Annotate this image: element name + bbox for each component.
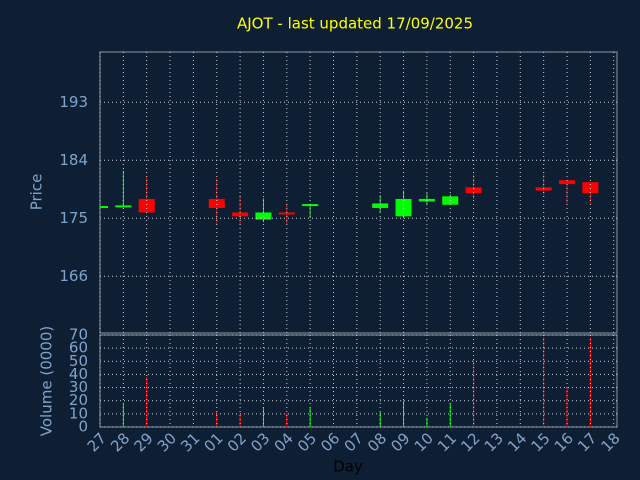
x-tick-label: 28 [107, 429, 133, 455]
x-tick-label: 07 [341, 429, 367, 455]
volume-tick-label: 20 [69, 391, 88, 409]
x-tick-label: 29 [130, 429, 156, 455]
volume-tick-label: 50 [69, 352, 88, 370]
price-panel [99, 51, 618, 334]
x-tick-label: 30 [154, 429, 180, 455]
candle-body [100, 206, 108, 209]
candle-body [138, 198, 155, 213]
volume-axis-label: Volume (0000) [38, 326, 56, 436]
candle-body [115, 205, 132, 208]
volume-tick-label: 0 [78, 418, 88, 436]
price-plot [100, 170, 599, 226]
x-tick-label: 17 [574, 429, 600, 455]
x-tick-label: 13 [481, 429, 507, 455]
volume-tick-label: 60 [69, 339, 88, 357]
x-tick-label: 11 [434, 429, 460, 455]
y-axis-label: Price [28, 174, 46, 211]
candle-body [302, 204, 319, 207]
x-tick-label: 18 [597, 429, 623, 455]
x-tick-label: 16 [551, 429, 577, 455]
volume-tick-label: 40 [69, 365, 88, 383]
candle-body [559, 180, 575, 185]
chart-title: AJOT - last updated 17/09/2025 [237, 15, 473, 33]
volume-tick-label: 30 [69, 378, 88, 396]
candle-body [372, 203, 389, 208]
y-tick-label: 193 [59, 93, 88, 111]
volume-tick-label: 10 [69, 404, 88, 422]
candle-body [278, 212, 295, 215]
volume-tick-label: 70 [69, 326, 88, 344]
candle-body [208, 198, 225, 208]
x-tick-label: 05 [294, 429, 320, 455]
x-tick-label: 14 [504, 429, 530, 455]
x-tick-label: 02 [224, 429, 250, 455]
x-axis-label: Day [333, 458, 363, 476]
x-tick-label: 10 [411, 429, 437, 455]
volume-panel [99, 334, 618, 428]
y-tick-label: 184 [59, 151, 88, 169]
candle-body [232, 212, 249, 217]
x-tick-label: 03 [247, 429, 273, 455]
candle-body [582, 182, 599, 194]
x-tick-label: 31 [177, 429, 203, 455]
x-tick-label: 01 [201, 429, 227, 455]
candle-body [465, 187, 482, 194]
x-tick-label: 12 [457, 429, 483, 455]
x-tick-label: 09 [387, 429, 413, 455]
x-tick-label: 06 [317, 429, 343, 455]
x-tick-label: 08 [364, 429, 390, 455]
y-tick-label: 166 [59, 267, 88, 285]
x-tick-label: 04 [271, 429, 297, 455]
candle-body [395, 198, 412, 217]
x-tick-label: 15 [527, 429, 553, 455]
y-tick-label: 175 [59, 209, 88, 227]
